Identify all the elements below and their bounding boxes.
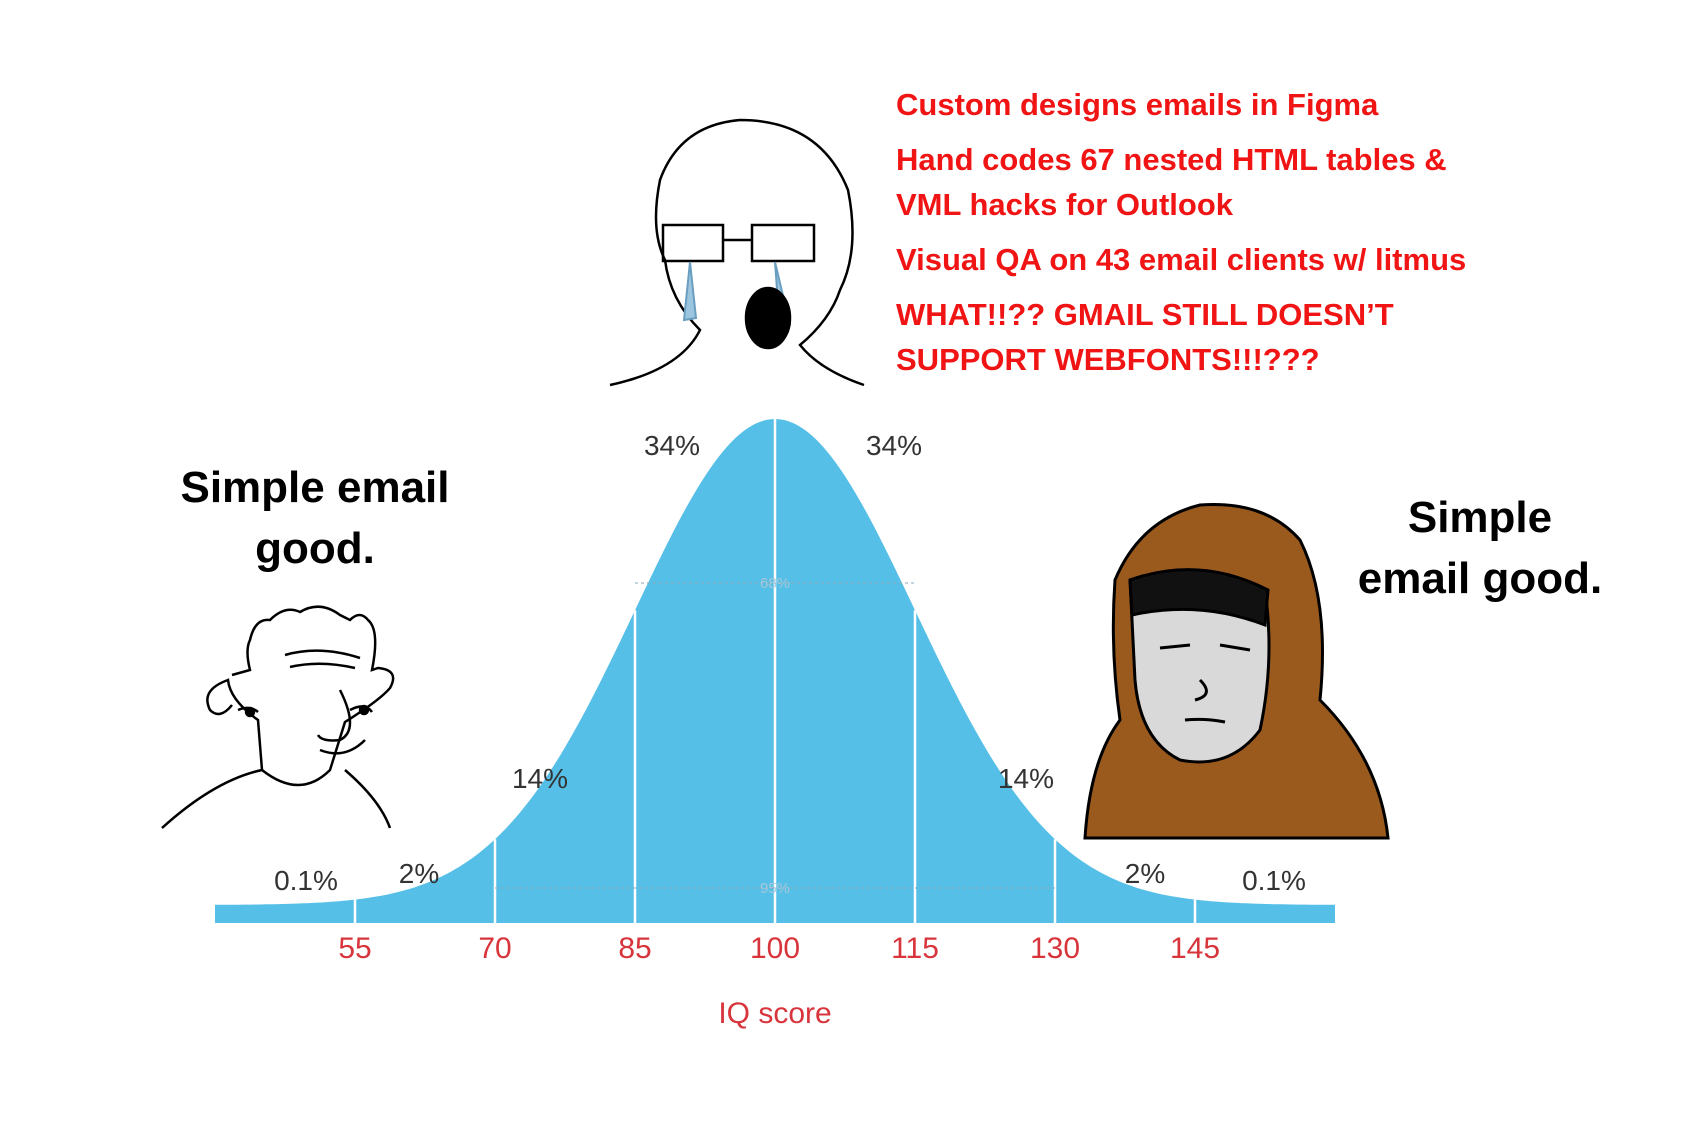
region-label: 34% [644,430,700,461]
left-caption: Simple email [180,463,449,512]
top-character [609,118,865,387]
region-label: 34% [866,430,922,461]
left-character [161,605,395,829]
inner-label: 95% [760,880,790,897]
annotation-line: VML hacks for Outlook [896,187,1234,222]
x-tick-label: 145 [1170,932,1220,965]
right-character [1083,502,1390,840]
x-tick-label: 55 [338,932,371,965]
right-caption: Simple [1408,493,1552,542]
region-label: 0.1% [1242,865,1306,896]
inner-label: 68% [760,575,790,592]
region-label: 2% [399,858,439,889]
x-tick-label: 85 [618,932,651,965]
annotation-line: Visual QA on 43 email clients w/ litmus [896,242,1466,277]
region-label: 14% [512,763,568,794]
right-caption: email good. [1358,554,1602,603]
bell-curve [215,419,1335,923]
annotation-line: SUPPORT WEBFONTS!!!??? [896,342,1320,377]
region-label: 14% [998,763,1054,794]
x-tick-label: 115 [891,932,939,965]
region-label: 0.1% [274,865,338,896]
annotation-line: WHAT!!?? GMAIL STILL DOESN’T [896,297,1394,332]
x-tick-label: 100 [750,932,800,965]
annotation-line: Hand codes 67 nested HTML tables & [896,142,1447,177]
left-caption: good. [255,524,375,573]
x-axis-label: IQ score [718,997,831,1030]
x-tick-label: 130 [1030,932,1080,965]
annotation-line: Custom designs emails in Figma [896,87,1379,122]
region-label: 2% [1125,858,1165,889]
x-tick-label: 70 [478,932,511,965]
texts: 55 70 85 100 115 130 145 IQ score 68% 95% 0.1% 2% 14… [180,87,1602,1030]
